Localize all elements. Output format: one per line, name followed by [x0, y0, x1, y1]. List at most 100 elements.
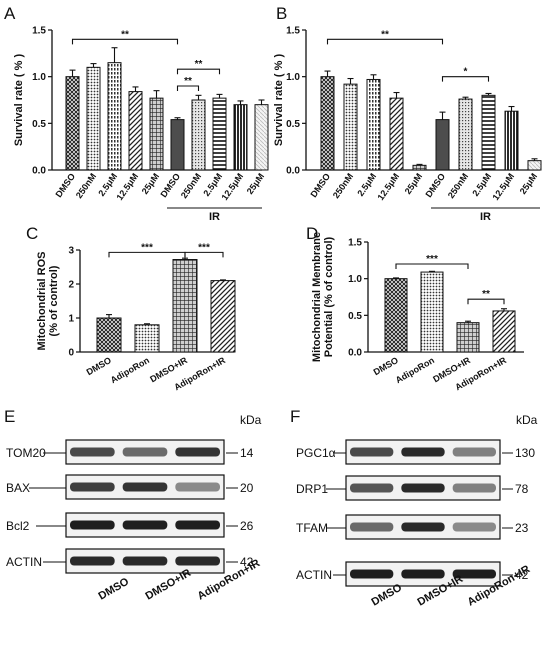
x-tick-label: 12.5μM: [490, 171, 516, 202]
blot-band: [350, 522, 394, 532]
kda-value: 20: [240, 481, 254, 495]
blot-row-label: TFAM: [296, 521, 328, 535]
y-tick-label: 1.5: [348, 238, 362, 249]
y-axis-label-line: Survival rate ( % ): [13, 54, 25, 147]
significance-bracket: [395, 263, 469, 269]
bar: [504, 110, 519, 171]
bar: [191, 99, 206, 171]
chart-panel-d: 0.0 0.5 1.0 1.5 Mitochondrial MembranePotent…: [311, 232, 524, 392]
blot-band: [350, 569, 394, 579]
kda-value: 14: [240, 446, 254, 460]
blot-band: [350, 447, 394, 457]
blot-band: [401, 569, 445, 579]
chart-panel-c: 0 1 2 3 Mitochondrial ROS(% of control) DMSOA…: [36, 242, 236, 392]
significance-label: **: [121, 29, 129, 40]
blot-row-label: PGC1α: [296, 446, 336, 460]
significance-label: **: [184, 76, 192, 87]
y-axis-label: Mitochondrial MembranePotential (% of co…: [311, 232, 335, 362]
significance-bracket: [184, 251, 224, 258]
x-tick-label: 250nM: [179, 171, 203, 200]
blot-band: [70, 556, 115, 566]
y-tick-label: 1.5: [286, 26, 300, 37]
blot-band: [401, 483, 445, 493]
bar: [212, 97, 227, 171]
panel-label-d: D: [306, 224, 318, 243]
bar: [420, 271, 444, 353]
kda-value: 42: [515, 568, 529, 582]
x-tick-label: DMSO: [423, 171, 447, 199]
panel-label-e: E: [4, 407, 15, 426]
bar: [343, 83, 358, 171]
blot-row-label: DRP1: [296, 482, 328, 496]
significance-label: ***: [141, 242, 153, 253]
x-tick-label: 250nM: [446, 171, 470, 200]
y-axis-label-line: Potential (% of control): [323, 236, 335, 357]
bar: [172, 259, 198, 353]
blot-band: [122, 520, 168, 530]
y-axis-label-line: Mitochondrial Membrane: [311, 232, 323, 362]
blot-band: [452, 569, 496, 579]
y-axis-label: Survival rate ( % ): [273, 54, 285, 147]
bar: [210, 280, 236, 353]
bar: [458, 98, 473, 171]
x-tick-label: DMSO: [372, 355, 400, 377]
y-axis-label-line: Survival rate ( % ): [273, 54, 285, 147]
x-tick-label: AdipoRon: [109, 355, 151, 385]
panel-label-b: B: [276, 4, 287, 23]
x-tick-label: 12.5μM: [219, 171, 245, 202]
bar: [492, 310, 516, 353]
x-tick-label: 12.5μM: [114, 171, 140, 202]
blot-row-label: ACTIN: [6, 555, 42, 569]
kda-header: kDa: [240, 413, 262, 427]
kda-value: 26: [240, 519, 254, 533]
significance-label: **: [195, 59, 203, 70]
significance-bracket: [176, 68, 221, 75]
y-tick-label: 0: [68, 348, 74, 359]
blot-band: [70, 520, 115, 530]
bar: [128, 91, 143, 171]
kda-value: 78: [515, 482, 529, 496]
x-tick-label: 25μM: [518, 171, 539, 196]
significance-label: *: [464, 67, 468, 78]
x-tick-label: 250nM: [331, 171, 355, 200]
blot-band: [70, 447, 115, 457]
y-tick-label: 0.5: [348, 311, 362, 322]
y-tick-label: 2: [68, 280, 74, 291]
x-tick-label: AdipoRon: [394, 355, 436, 385]
bar: [233, 104, 248, 171]
panel-label-a: A: [4, 4, 16, 23]
lane-label: DMSO: [97, 575, 132, 602]
bar: [86, 66, 101, 171]
y-tick-label: 3: [68, 246, 74, 257]
y-axis-label-line: (% of control): [48, 265, 60, 336]
blot-band: [401, 447, 445, 457]
bar: [107, 62, 122, 171]
bar: [134, 324, 160, 353]
x-tick-label: 25μM: [403, 171, 424, 196]
significance-bracket: [176, 85, 200, 91]
blot-band: [175, 482, 220, 492]
y-axis-label: Survival rate ( % ): [13, 54, 25, 147]
bar: [149, 97, 164, 171]
blot-row-label: TOM20: [6, 446, 46, 460]
y-tick-label: 1.0: [348, 274, 362, 285]
x-tick-label: 2.5μM: [470, 171, 493, 198]
blot-band: [175, 447, 220, 457]
kda-value: 23: [515, 521, 529, 535]
x-tick-label: 250nM: [74, 171, 98, 200]
bar: [96, 317, 122, 353]
y-tick-label: 1.5: [32, 26, 46, 37]
bar: [65, 76, 80, 171]
bar: [320, 76, 335, 171]
kda-value: 130: [515, 446, 535, 460]
blot-band: [175, 520, 220, 530]
y-tick-label: 0.5: [286, 119, 300, 130]
x-tick-label: DMSO: [85, 355, 113, 377]
bar: [384, 278, 408, 353]
group-label: IR: [480, 211, 491, 223]
significance-label: ***: [426, 254, 438, 265]
